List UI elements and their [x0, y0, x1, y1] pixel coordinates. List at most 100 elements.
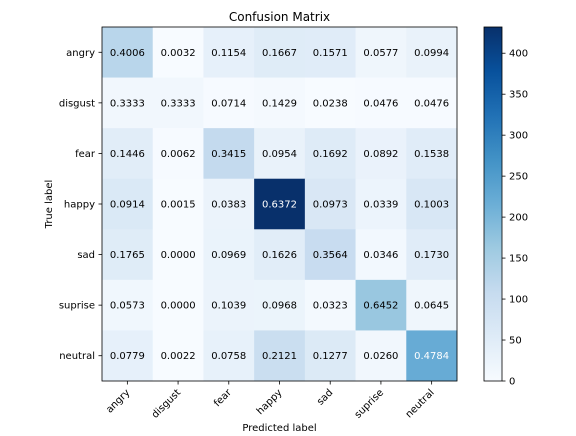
y-tick-label: suprise [59, 301, 95, 312]
cell-value-label: 0.0577 [363, 48, 398, 59]
heatmap-cell [304, 27, 356, 78]
cell-value-label: 0.0714 [211, 98, 246, 109]
cell-value-label: 0.0645 [414, 301, 449, 312]
cell-value-label: 0.6452 [363, 301, 398, 312]
y-tick-label: neutral [59, 351, 95, 362]
colorbar-tick-label: 250 [509, 172, 528, 183]
heatmap-cell [304, 77, 356, 129]
cell-value-label: 0.0260 [363, 351, 398, 362]
heatmap-cell [355, 330, 407, 382]
heatmap-cell [355, 229, 407, 281]
cell-value-label: 0.1765 [110, 250, 145, 261]
heatmap-cell [406, 27, 458, 78]
cell-value-label: 0.3333 [110, 98, 145, 109]
heatmap-cell [254, 279, 306, 331]
cell-value-label: 0.0969 [211, 250, 246, 261]
cell-value-label: 0.0015 [161, 200, 196, 211]
cell-value-label: 0.0000 [161, 301, 196, 312]
heatmap-cell [203, 27, 255, 78]
cell-value-label: 0.0032 [161, 48, 196, 59]
heatmap-cell [203, 77, 255, 129]
cell-value-label: 0.4006 [110, 48, 145, 59]
heatmap-cell [102, 229, 154, 281]
cell-value-label: 0.0758 [211, 351, 246, 362]
heatmap-cell [203, 229, 255, 281]
cell-value-label: 0.0954 [262, 149, 297, 160]
x-axis-label: Predicted label [242, 423, 316, 432]
heatmap-cell [152, 330, 204, 382]
x-tick-label: happy [255, 387, 285, 417]
heatmap-cell [152, 229, 204, 281]
heatmap-cell [102, 128, 154, 180]
x-axis-ticks: angry disgust fear happy sad suprise neutral [104, 381, 437, 421]
cell-value-label: 0.1538 [414, 149, 449, 160]
colorbar-tick-label: 400 [509, 49, 528, 60]
heatmap-cell [203, 128, 255, 180]
heatmap-cell [304, 330, 356, 382]
heatmap-cell [102, 77, 154, 129]
y-tick-label: angry [66, 48, 95, 59]
y-axis-ticks: angry disgust fear happy sad suprise neutral [59, 48, 102, 362]
heatmap-cell [152, 27, 204, 78]
heatmap-cell [102, 279, 154, 331]
colorbar-tick-label: 150 [509, 254, 528, 265]
cell-value-label: 0.1730 [414, 250, 449, 261]
heatmap-cell [355, 77, 407, 129]
cell-value-label: 0.0892 [363, 149, 398, 160]
heatmap-cell [102, 178, 154, 230]
heatmap-cell [406, 128, 458, 180]
heatmap-cell [203, 330, 255, 382]
cell-value-label: 0.3333 [161, 98, 196, 109]
heatmap-cell [102, 330, 154, 382]
heatmap-cell [406, 229, 458, 281]
heatmap-cell [406, 178, 458, 230]
heatmap-cell [355, 279, 407, 331]
colorbar [483, 26, 503, 382]
colorbar-ticks: 0 50 100 150 200 250 300 350 400 [502, 49, 528, 388]
heatmap-cell [203, 279, 255, 331]
heatmap-cell [254, 27, 306, 78]
heatmap-cell [254, 77, 306, 129]
cell-value-label: 0.3564 [313, 250, 348, 261]
heatmap-cell [406, 77, 458, 129]
cell-value-label: 0.0968 [262, 301, 297, 312]
y-tick-label: fear [75, 149, 96, 160]
cell-value-label: 0.1626 [262, 250, 297, 261]
x-tick-label: sad [315, 387, 335, 407]
cell-value-label: 0.1446 [110, 149, 145, 160]
cell-value-label: 0.1154 [211, 48, 246, 59]
y-tick-label: happy [64, 200, 95, 211]
cell-value-label: 0.1039 [211, 301, 246, 312]
x-tick-label: fear [212, 387, 234, 409]
y-axis-label: True label [44, 180, 55, 230]
heatmap-cell [203, 178, 255, 230]
heatmap-cell [355, 27, 407, 78]
cell-value-label: 0.0994 [414, 48, 449, 59]
heatmap-cell [102, 27, 154, 78]
heatmap-cell [406, 330, 458, 382]
heatmap-cell [304, 229, 356, 281]
x-tick-label: disgust [150, 387, 183, 420]
heatmap-cell [254, 178, 306, 230]
cell-value-label: 0.0383 [211, 200, 246, 211]
y-tick-label: disgust [59, 98, 95, 109]
cell-value-label: 0.0062 [161, 149, 196, 160]
heatmap-cell [152, 128, 204, 180]
cell-value-label: 0.0476 [414, 98, 449, 109]
cell-value-label: 0.2121 [262, 351, 297, 362]
heatmap-cell [254, 330, 306, 382]
x-tick-label: suprise [353, 387, 386, 420]
colorbar-tick-label: 100 [509, 295, 528, 306]
cell-value-label: 0.0573 [110, 301, 145, 312]
heatmap-cell [254, 229, 306, 281]
cell-value-label: 0.1571 [313, 48, 348, 59]
cell-value-label: 0.0914 [110, 200, 145, 211]
heatmap-cell [304, 178, 356, 230]
cell-value-label: 0.3415 [211, 149, 246, 160]
colorbar-tick-label: 350 [509, 90, 528, 101]
heatmap-cell [152, 279, 204, 331]
cell-value-label: 0.0476 [363, 98, 398, 109]
heatmap-cell [152, 77, 204, 129]
cell-value-label: 0.0346 [363, 250, 398, 261]
